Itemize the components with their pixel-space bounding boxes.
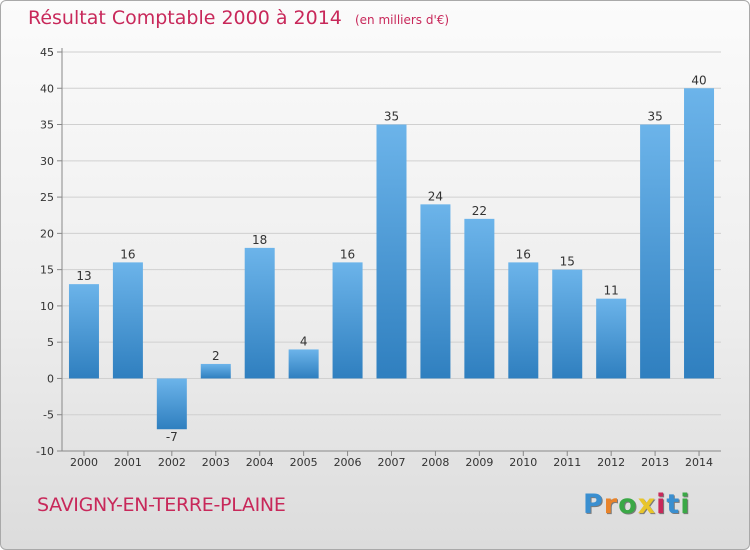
logo-letter: t xyxy=(666,489,681,520)
y-tick-label: 45 xyxy=(40,46,54,59)
axes xyxy=(57,48,721,456)
bar xyxy=(156,378,187,430)
chart-title: Résultat Comptable 2000 à 2014 (en milli… xyxy=(28,7,449,29)
x-tick-label: 2004 xyxy=(246,456,274,469)
bar xyxy=(68,284,99,379)
bar xyxy=(684,88,715,379)
x-tick-label: 2002 xyxy=(158,456,186,469)
y-tick-label: 20 xyxy=(40,227,54,240)
x-tick-label: 2012 xyxy=(597,456,625,469)
data-label: 13 xyxy=(76,269,91,283)
y-tick-label: 25 xyxy=(40,191,54,204)
x-tick-label: 2013 xyxy=(641,456,669,469)
data-label: 18 xyxy=(252,233,267,247)
data-label: 2 xyxy=(212,349,220,363)
data-label: 35 xyxy=(647,110,662,124)
logo-letter: P xyxy=(583,489,604,520)
logo-letter: r xyxy=(603,489,619,520)
data-label: 24 xyxy=(428,189,443,203)
data-label: -7 xyxy=(166,430,178,444)
unit-text: (en milliers d'€) xyxy=(354,13,450,27)
y-tick-label: -5 xyxy=(43,409,54,422)
x-tick-label: 2014 xyxy=(685,456,713,469)
logo-letter: i xyxy=(656,489,667,520)
title-text: Résultat Comptable 2000 à 2014 xyxy=(28,7,342,29)
bar xyxy=(464,218,495,379)
logo-letter: x xyxy=(637,489,657,520)
data-label: 16 xyxy=(516,247,531,261)
y-tick-label: 35 xyxy=(40,119,54,132)
data-label: 35 xyxy=(384,110,399,124)
logo-letter: o xyxy=(618,489,638,520)
bar xyxy=(640,124,671,379)
x-tick-label: 2011 xyxy=(553,456,581,469)
y-tick-label: 40 xyxy=(40,82,54,95)
data-labels: 13 16 -7 2 18 4 16 35 24 22 16 15 11 35 40 xyxy=(76,73,706,444)
commune-name: SAVIGNY-EN-TERRE-PLAINE xyxy=(37,494,286,516)
bar xyxy=(508,262,539,379)
logo-letter: i xyxy=(680,489,691,520)
data-label: 11 xyxy=(604,284,619,298)
bar xyxy=(112,262,143,379)
x-tick-label: 2005 xyxy=(290,456,318,469)
y-tick-label: 30 xyxy=(40,155,54,168)
x-tick-label: 2000 xyxy=(70,456,98,469)
x-tick-label: 2008 xyxy=(421,456,449,469)
bar xyxy=(288,349,319,379)
data-label: 4 xyxy=(300,334,308,348)
data-label: 22 xyxy=(472,204,487,218)
bars xyxy=(68,88,715,430)
y-tick-label: 0 xyxy=(47,372,54,385)
x-tick-label: 2009 xyxy=(465,456,493,469)
y-tick-label: 15 xyxy=(40,264,54,277)
x-tick-label: 2007 xyxy=(378,456,406,469)
data-label: 16 xyxy=(340,247,355,261)
proxiti-logo: Proxiti xyxy=(583,489,691,520)
data-label: 40 xyxy=(691,73,706,87)
x-tick-label: 2001 xyxy=(114,456,142,469)
bar xyxy=(376,124,407,379)
data-label: 15 xyxy=(560,255,575,269)
data-label: 16 xyxy=(120,247,135,261)
bar xyxy=(332,262,363,379)
bar xyxy=(552,269,583,379)
y-tick-labels: -10 -5 0 5 10 15 20 25 30 35 40 45 xyxy=(36,46,54,458)
x-tick-label: 2010 xyxy=(509,456,537,469)
bar xyxy=(200,363,231,379)
y-tick-label: 5 xyxy=(47,336,54,349)
bar xyxy=(420,204,451,379)
bar xyxy=(244,247,275,379)
x-tick-label: 2003 xyxy=(202,456,230,469)
x-tick-label: 2006 xyxy=(334,456,362,469)
y-tick-label: 10 xyxy=(40,300,54,313)
x-tick-labels: 2000 2001 2002 2003 2004 2005 2006 2007 2008 2009… xyxy=(70,456,713,469)
y-tick-label: -10 xyxy=(36,445,54,458)
bar xyxy=(596,298,627,379)
